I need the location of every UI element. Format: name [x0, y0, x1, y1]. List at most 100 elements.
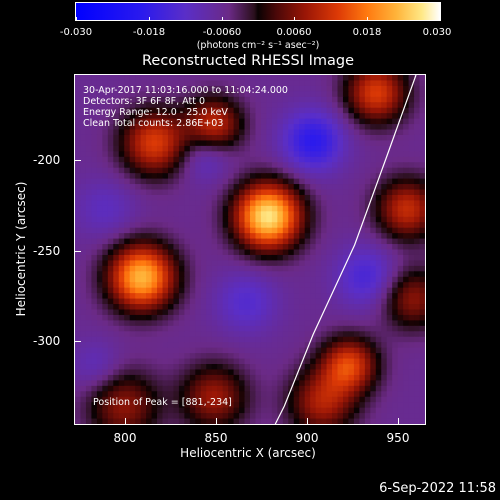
heatmap-pixel [151, 254, 158, 261]
heatmap-pixel [124, 238, 131, 245]
heatmap-pixel [332, 374, 339, 381]
heatmap-pixel [348, 358, 355, 365]
heatmap-pixel [403, 287, 410, 294]
heatmap-pixel [184, 189, 191, 196]
heatmap-pixel [146, 287, 153, 294]
heatmap-pixel [167, 282, 175, 289]
heatmap-pixel [173, 407, 180, 414]
heatmap-pixel [342, 113, 350, 120]
heatmap-pixel [266, 118, 273, 125]
heatmap-pixel [75, 320, 82, 327]
heatmap-pixel [304, 320, 311, 327]
heatmap-pixel [364, 342, 371, 349]
heatmap-pixel [260, 396, 268, 403]
heatmap-pixel [217, 167, 224, 174]
heatmap-pixel [151, 265, 158, 272]
heatmap-pixel [113, 233, 120, 240]
heatmap-pixel [353, 293, 360, 300]
heatmap-pixel [233, 325, 240, 332]
heatmap-pixel [348, 216, 355, 223]
heatmap-pixel [222, 85, 229, 92]
heatmap-pixel [124, 244, 131, 251]
heatmap-pixel [244, 402, 251, 409]
heatmap-pixel [206, 96, 213, 103]
heatmap-pixel [348, 380, 355, 387]
heatmap-pixel [195, 380, 202, 387]
heatmap-pixel [222, 91, 229, 98]
heatmap-pixel [113, 282, 120, 289]
heatmap-pixel [255, 287, 262, 294]
heatmap-pixel [96, 162, 103, 169]
heatmap-pixel [173, 211, 180, 218]
heatmap-pixel [151, 118, 158, 125]
heatmap-pixel [392, 216, 399, 223]
heatmap-pixel [392, 178, 399, 185]
heatmap-pixel [353, 374, 360, 381]
heatmap-pixel [271, 260, 278, 267]
heatmap-pixel [364, 173, 371, 180]
heatmap-pixel [250, 347, 257, 354]
heatmap-pixel [151, 342, 158, 349]
heatmap-pixel [414, 107, 421, 114]
heatmap-pixel [129, 314, 136, 321]
heatmap-pixel [337, 189, 344, 196]
heatmap-pixel [414, 238, 421, 245]
heatmap-pixel [178, 156, 185, 163]
heatmap-pixel [75, 331, 82, 338]
heatmap-pixel [195, 391, 202, 398]
heatmap-pixel [321, 380, 328, 387]
heatmap-pixel [364, 167, 371, 174]
heatmap-pixel [206, 107, 213, 114]
heatmap-pixel [222, 396, 229, 403]
heatmap-pixel [414, 336, 421, 343]
heatmap-pixel [162, 134, 169, 142]
heatmap-pixel [419, 265, 425, 272]
heatmap-pixel [200, 227, 207, 234]
heatmap-pixel [91, 91, 98, 98]
heatmap-pixel [173, 96, 180, 103]
heatmap-pixel [157, 194, 164, 202]
heatmap-pixel [293, 129, 300, 136]
heatmap-pixel [244, 91, 251, 98]
info-energy-range: Energy Range: 12.0 - 25.0 keV [83, 107, 228, 118]
heatmap-pixel [332, 178, 339, 185]
heatmap-pixel [348, 276, 355, 283]
heatmap-pixel [124, 75, 131, 82]
heatmap-pixel [293, 336, 300, 343]
heatmap-pixel [386, 407, 393, 414]
heatmap-pixel [359, 129, 366, 136]
heatmap-pixel [293, 309, 300, 316]
heatmap-pixel [353, 124, 360, 131]
heatmap-pixel [282, 222, 289, 229]
heatmap-pixel [342, 189, 350, 196]
heatmap-pixel [102, 249, 109, 256]
heatmap-pixel [266, 222, 273, 229]
heatmap-pixel [228, 380, 235, 387]
heatmap-pixel [299, 184, 306, 191]
image-plot[interactable]: 30-Apr-2017 11:03:16.000 to 11:04:24.000… [74, 74, 426, 425]
heatmap-pixel [80, 205, 87, 212]
heatmap-pixel [135, 391, 142, 398]
heatmap-pixel [157, 391, 164, 398]
heatmap-pixel [217, 342, 224, 349]
heatmap-pixel [266, 369, 273, 376]
heatmap-pixel [315, 222, 322, 229]
heatmap-pixel [304, 238, 311, 245]
heatmap-pixel [102, 140, 109, 147]
heatmap-pixel [233, 129, 240, 136]
heatmap-pixel [293, 211, 300, 218]
heatmap-pixel [282, 358, 289, 365]
heatmap-pixel [217, 260, 224, 267]
heatmap-pixel [107, 75, 114, 82]
heatmap-pixel [189, 151, 196, 158]
heatmap-pixel [113, 184, 120, 191]
heatmap-pixel [414, 129, 421, 136]
heatmap-pixel [195, 396, 202, 403]
heatmap-pixel [408, 298, 415, 305]
heatmap-pixel [310, 254, 317, 261]
heatmap-pixel [96, 145, 103, 152]
heatmap-pixel [282, 167, 289, 174]
heatmap-pixel [321, 167, 328, 174]
heatmap-pixel [321, 407, 328, 414]
heatmap-pixel [157, 85, 164, 92]
